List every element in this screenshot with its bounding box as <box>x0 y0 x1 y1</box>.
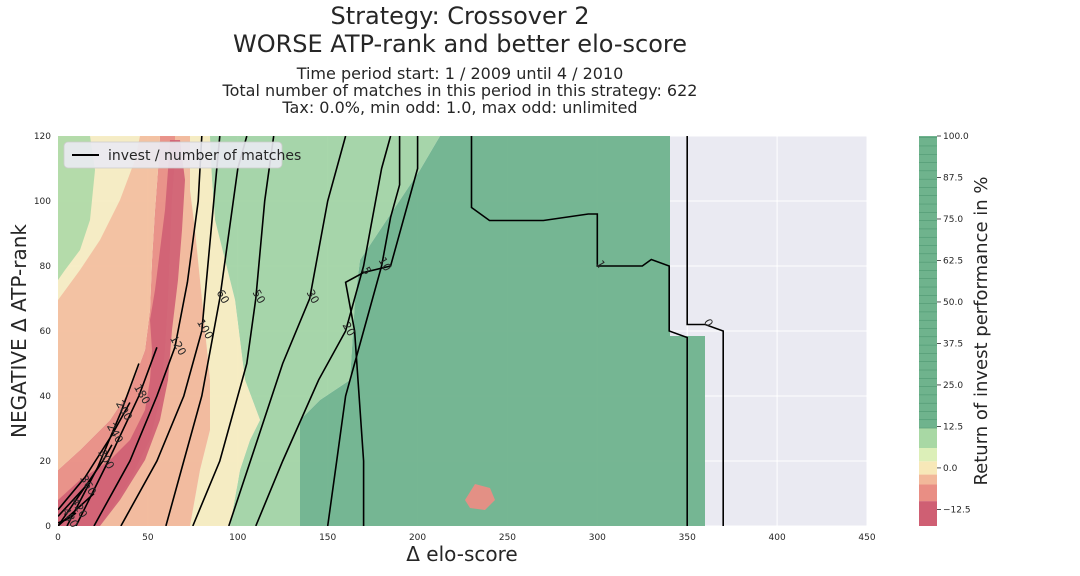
y-tick-label: 20 <box>40 457 52 467</box>
colorbar-tick-label: 25.0 <box>943 381 963 391</box>
contour-line-480 <box>58 512 77 524</box>
contour-fill-regions <box>58 136 705 526</box>
contour-label: 30 <box>304 287 322 306</box>
colorbar-tick-label: 12.5 <box>943 422 963 432</box>
info-line-matches: Total number of matches in this period i… <box>222 81 698 100</box>
x-tick-label: 250 <box>499 533 516 543</box>
x-axis-label: Δ elo-score <box>406 542 517 566</box>
contour-label: 10 <box>376 255 394 274</box>
region-high-return <box>300 136 705 526</box>
contour-line-360 <box>58 486 86 517</box>
contour-line-5 <box>344 136 419 526</box>
contour-line-10 <box>326 136 401 526</box>
region-left-positive <box>58 136 95 280</box>
colorbar-tick-label: 62.5 <box>943 256 963 266</box>
colorbar-tick-label: 100.0 <box>943 132 969 142</box>
x-axis: 0 50 100 150 200 250 300 350 400 450 <box>55 533 876 543</box>
colorbar-band <box>919 501 937 526</box>
contour-label: 60 <box>214 287 232 306</box>
colorbar-tick-label: 50.0 <box>943 298 963 308</box>
y-tick-label: 80 <box>40 262 52 272</box>
contour-line-20 <box>255 136 392 526</box>
contour-line-30 <box>228 136 347 526</box>
contour-line-100 <box>120 136 221 526</box>
legend-box <box>63 141 283 169</box>
colorbar-tick-label: 87.5 <box>943 173 963 183</box>
contour-line-180 <box>75 347 158 526</box>
contour-line-120 <box>93 136 203 526</box>
x-tick-label: 0 <box>55 533 61 543</box>
region-left-slight-negative <box>58 136 160 470</box>
colorbar-band <box>919 428 937 448</box>
colorbar-tick-label: 0.0 <box>943 464 958 474</box>
y-tick-label: 100 <box>34 197 51 207</box>
x-tick-label: 300 <box>589 533 606 543</box>
x-tick-label: 400 <box>769 533 786 543</box>
y-axis: 0 20 40 60 80 100 120 <box>34 132 51 532</box>
contour-line-60 <box>165 136 248 526</box>
info-line-tax: Tax: 0.0%, min odd: 1.0, max odd: unlimi… <box>282 98 638 117</box>
legend-label: invest / number of matches <box>108 148 301 164</box>
region-slightly-negative <box>100 136 210 526</box>
contour-lines <box>58 136 725 526</box>
contour-label: 50 <box>250 287 268 306</box>
colorbar-band <box>919 461 937 475</box>
colorbar-label: Return of invest performance in % <box>971 176 992 485</box>
region-very-negative <box>58 140 185 526</box>
colorbar-band <box>919 136 937 429</box>
x-tick-label: 350 <box>679 533 696 543</box>
y-tick-label: 120 <box>34 132 51 142</box>
colorbar-tick-label: 37.5 <box>943 339 963 349</box>
region-small-negative-island <box>465 484 495 510</box>
colorbar-band <box>919 448 937 462</box>
region-positive <box>210 136 440 526</box>
contour-label: 20 <box>340 320 358 339</box>
x-tick-label: 200 <box>409 533 426 543</box>
x-tick-label: 50 <box>142 533 154 543</box>
contour-line-1 <box>470 136 689 526</box>
y-tick-label: 40 <box>40 392 52 402</box>
region-neutral <box>190 136 260 526</box>
contour-line-240 <box>58 402 131 511</box>
x-tick-label: 150 <box>319 533 336 543</box>
colorbar-band <box>919 474 937 485</box>
contour-line-0 <box>686 136 725 526</box>
x-tick-label: 100 <box>229 533 246 543</box>
info-line-period: Time period start: 1 / 2009 until 4 / 20… <box>296 64 624 83</box>
y-tick-label: 0 <box>45 522 51 532</box>
y-tick-label: 60 <box>40 327 52 337</box>
y-axis-label: NEGATIVE Δ ATP-rank <box>7 224 31 438</box>
colorbar-tick-label: −12.5 <box>943 505 971 515</box>
colorbar-band <box>919 484 937 502</box>
chart-title: Strategy: Crossover 2 <box>330 2 590 30</box>
colorbar: −12.5 0.0 12.5 25.0 37.5 50.0 62.5 75.0 87.5 100.… <box>919 132 971 526</box>
colorbar-tick-label: 75.0 <box>943 215 963 225</box>
chart-subtitle: WORSE ATP-rank and better elo-score <box>232 30 688 58</box>
legend: invest / number of matches <box>63 141 301 169</box>
contour-line-50 <box>192 136 275 526</box>
contour-line-300 <box>58 444 113 526</box>
x-tick-label: 450 <box>858 533 875 543</box>
